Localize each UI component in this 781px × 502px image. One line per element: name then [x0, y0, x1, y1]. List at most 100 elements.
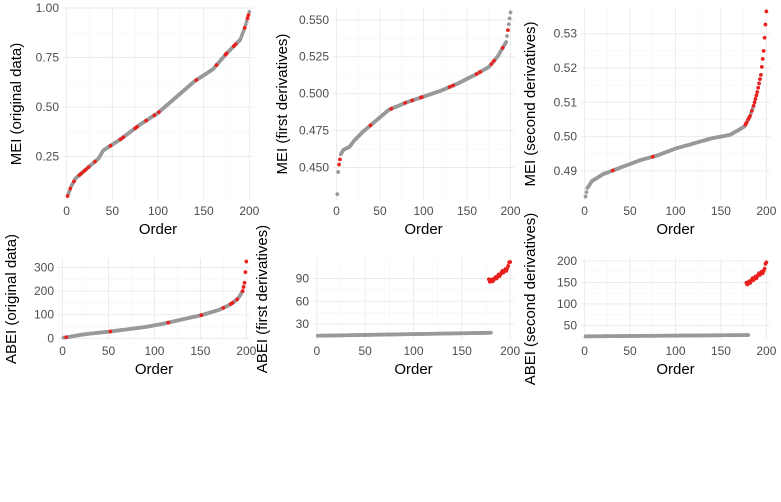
x-axis-label: Order	[135, 361, 173, 378]
chart-panel-5: 0 50 100 150 200 30 60 90 Order ABEI (first deriv…	[254, 225, 520, 378]
highlighted-point	[244, 259, 249, 264]
highlighted-point	[744, 120, 749, 125]
data-point	[244, 19, 249, 24]
highlighted-point	[86, 165, 91, 170]
y-tick-label: 200	[34, 284, 54, 298]
highlighted-point	[242, 280, 247, 285]
y-tick-label: 60	[296, 294, 310, 308]
highlighted-point	[763, 22, 768, 27]
highlighted-point	[761, 48, 766, 53]
highlighted-point	[235, 297, 240, 302]
highlighted-point	[760, 56, 765, 61]
x-tick-label: 150	[194, 204, 214, 218]
data-points	[61, 259, 249, 340]
data-points	[583, 260, 769, 339]
x-tick-label: 50	[623, 204, 637, 218]
data-points	[65, 10, 252, 198]
y-tick-label: 0.475	[299, 124, 329, 138]
highlighted-point	[194, 78, 199, 82]
y-tick-label: 100	[34, 308, 54, 322]
highlighted-point	[508, 260, 513, 264]
x-tick-label: 200	[756, 204, 776, 218]
highlighted-point	[506, 28, 510, 33]
highlighted-point	[221, 305, 226, 310]
y-tick-label: 300	[34, 260, 54, 274]
highlighted-point	[65, 194, 70, 198]
y-axis-label: MEI (first derivatives)	[274, 34, 291, 175]
data-point	[508, 10, 513, 15]
x-tick-label: 150	[190, 344, 210, 358]
highlighted-point	[241, 285, 246, 289]
highlighted-point	[135, 124, 139, 129]
highlighted-point	[755, 90, 760, 94]
data-point	[746, 333, 751, 337]
highlighted-point	[79, 171, 84, 176]
highlighted-point	[368, 123, 373, 128]
y-tick-label: 0.50	[36, 100, 60, 114]
highlighted-point	[243, 270, 248, 275]
x-tick-label: 0	[314, 344, 321, 358]
data-point	[505, 34, 509, 38]
x-axis-label: Order	[404, 221, 442, 238]
x-tick-label: 100	[144, 344, 164, 358]
highlighted-point	[157, 110, 161, 115]
highlighted-point	[68, 186, 73, 191]
highlighted-point	[108, 143, 113, 148]
highlighted-point	[762, 266, 767, 271]
y-tick-label: 0.52	[554, 61, 578, 75]
data-point	[583, 194, 588, 199]
y-axis-label: ABEI (original data)	[3, 234, 20, 364]
highlighted-point	[759, 72, 763, 77]
highlighted-point	[759, 64, 764, 69]
data-points	[583, 9, 769, 199]
y-tick-label: 100	[557, 297, 577, 311]
highlighted-point	[240, 289, 245, 293]
y-tick-label: 0.450	[299, 161, 329, 175]
highlighted-point	[410, 98, 415, 103]
highlighted-point	[506, 263, 511, 268]
highlighted-point	[764, 9, 769, 14]
y-tick-label: 90	[296, 272, 310, 286]
highlighted-point	[762, 35, 767, 40]
x-tick-label: 50	[623, 344, 637, 358]
highlighted-point	[474, 72, 479, 76]
y-axis-label: MEI (second derivatives)	[522, 21, 539, 186]
highlighted-point	[419, 95, 424, 100]
y-tick-label: 1.00	[36, 1, 60, 15]
x-tick-label: 100	[413, 204, 433, 218]
x-tick-label: 50	[359, 344, 373, 358]
highlighted-point	[447, 85, 452, 89]
highlighted-point	[199, 313, 204, 318]
highlighted-point	[121, 135, 126, 140]
y-tick-label: 0.50	[554, 130, 578, 144]
x-tick-label: 0	[59, 344, 66, 358]
highlighted-point	[451, 83, 455, 88]
highlighted-point	[754, 93, 759, 98]
highlighted-point	[214, 63, 219, 68]
highlighted-point	[610, 168, 615, 173]
highlighted-point	[246, 13, 251, 18]
y-axis-label: MEI (original data)	[8, 43, 25, 166]
x-tick-label: 150	[452, 344, 472, 358]
x-tick-label: 0	[333, 204, 340, 218]
x-tick-label: 100	[403, 344, 423, 358]
highlighted-point	[118, 137, 123, 142]
highlighted-point	[492, 58, 496, 63]
data-point	[506, 22, 511, 27]
y-tick-label: 0.49	[554, 164, 578, 178]
x-axis-label: Order	[656, 221, 694, 238]
highlighted-point	[478, 70, 482, 74]
highlighted-point	[72, 179, 76, 184]
highlighted-point	[758, 77, 762, 82]
x-tick-label: 200	[239, 204, 259, 218]
highlighted-point	[230, 300, 235, 305]
highlighted-point	[389, 106, 394, 111]
x-tick-label: 50	[102, 344, 116, 358]
highlighted-point	[751, 103, 756, 108]
data-point	[504, 40, 509, 44]
x-tick-label: 200	[501, 204, 521, 218]
x-tick-label: 200	[236, 344, 256, 358]
y-tick-label: 0.525	[299, 50, 329, 64]
